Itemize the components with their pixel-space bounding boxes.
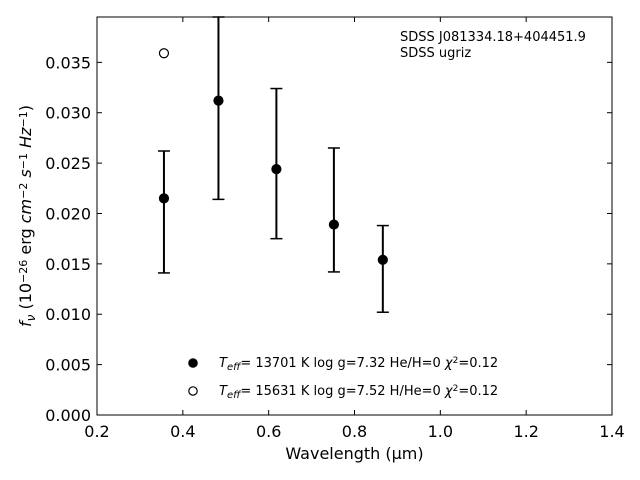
undefined-marker	[188, 386, 198, 396]
point-filled-r	[271, 164, 282, 175]
x-tick-label: 1.2	[513, 422, 538, 441]
x-tick-label: 0.4	[170, 422, 195, 441]
point-filled-z	[377, 254, 388, 265]
x-tick-label: 0.2	[84, 422, 109, 441]
y-tick-label: 0.010	[45, 305, 91, 324]
point-filled-g	[213, 95, 224, 106]
point-filled-u	[158, 193, 170, 204]
x-axis-label: Wavelength (μm)	[285, 444, 423, 463]
y-tick-label: 0.015	[45, 255, 91, 274]
x-tick-label: 1.0	[428, 422, 453, 441]
annotation-line: SDSS ugriz	[400, 46, 471, 61]
point-filled-i	[328, 219, 339, 230]
x-tick-label: 0.6	[256, 422, 281, 441]
undefined-label: Teff= 13701 K log g=7.32 He/H=0 χ2=0.12	[219, 356, 498, 373]
y-tick-label: 0.005	[45, 356, 91, 375]
x-tick-label: 1.4	[599, 422, 624, 441]
y-tick-label: 0.000	[45, 406, 91, 425]
annotation-line: SDSS J081334.18+404451.9	[400, 30, 586, 45]
undefined-label: Teff= 15631 K log g=7.52 H/He=0 χ2=0.12	[219, 384, 498, 401]
y-tick-label: 0.020	[45, 204, 91, 223]
y-axis-label: fν (10−26 erg cm−2 s−1 Hz−1)	[16, 105, 38, 327]
undefined-marker	[188, 358, 198, 368]
y-tick-label: 0.025	[45, 154, 91, 173]
y-tick-label: 0.035	[45, 53, 91, 72]
x-tick-label: 0.8	[342, 422, 367, 441]
point-open-u	[158, 48, 170, 59]
y-tick-label: 0.030	[45, 104, 91, 123]
